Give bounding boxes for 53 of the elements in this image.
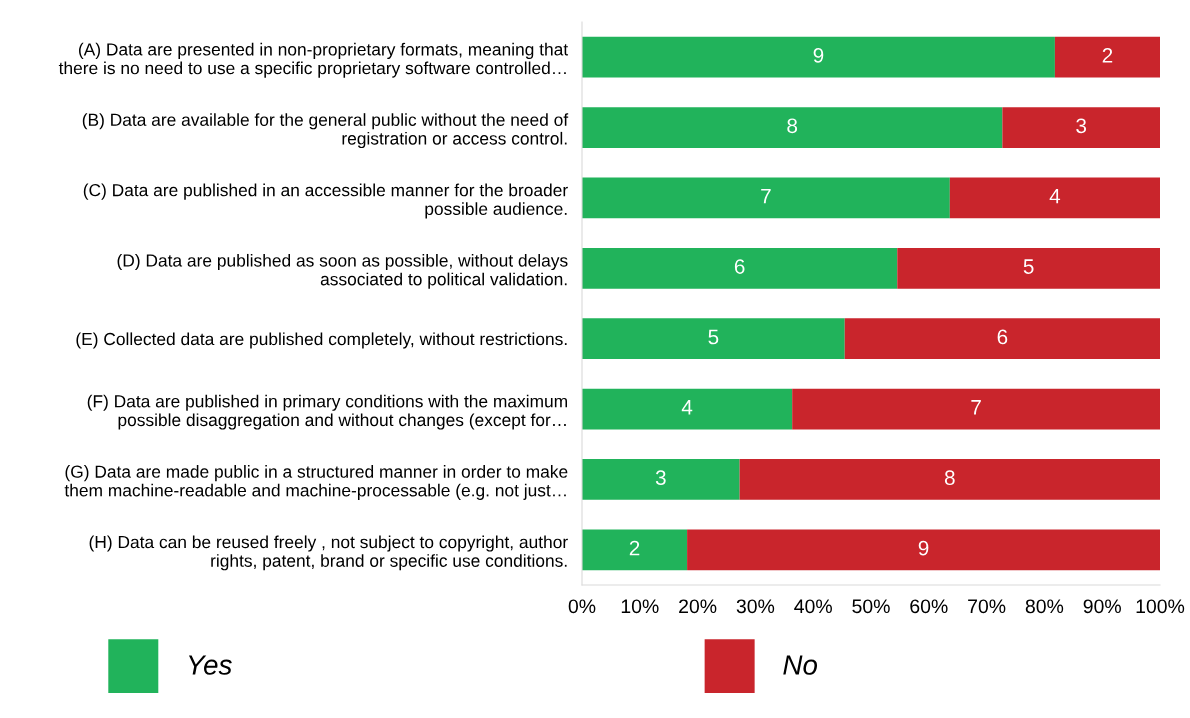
x2-tick-label: 80% xyxy=(1025,599,1064,614)
data-label: 5 xyxy=(708,329,719,345)
y-tick-label: (A) Data are presented in non-proprietary formats, meaning that there is no need to use a specific proprietary software controlled… xyxy=(58,42,569,78)
bar xyxy=(582,318,845,360)
bar xyxy=(792,388,1160,430)
bar xyxy=(1054,36,1160,78)
data-label: 2 xyxy=(1102,48,1113,63)
bar xyxy=(1002,107,1160,148)
data-label: 8 xyxy=(787,118,798,134)
data-label: 5 xyxy=(1023,259,1034,274)
bar xyxy=(582,459,740,500)
bar xyxy=(949,177,1160,219)
x2-tick-label: 90% xyxy=(1083,599,1121,614)
data-label: 3 xyxy=(655,470,666,486)
y-tick-label: (C) Data are published in an accessible manner for the broader possible audience. xyxy=(83,183,568,219)
data-label: 2 xyxy=(629,540,640,556)
x2-tick-label: 10% xyxy=(621,599,659,614)
legend-label: No xyxy=(783,655,818,675)
y-tick-label: (F) Data are published in primary conditions with the maximum possible disaggregation and without changes (except for… xyxy=(87,394,567,430)
bar xyxy=(582,388,793,430)
data-label: 4 xyxy=(681,400,693,415)
legend-label: Yes xyxy=(188,655,232,675)
x2-tick-label: 60% xyxy=(910,599,948,614)
data-label: 3 xyxy=(1076,118,1087,134)
bar xyxy=(582,36,1055,78)
bar xyxy=(582,247,898,289)
y-tick-label: (D) Data are published as soon as possible, without delays associated to political validation. xyxy=(117,253,568,289)
x2-tick-label: 40% xyxy=(794,599,832,614)
data-label: 6 xyxy=(734,259,745,274)
x2-tick-label: 30% xyxy=(736,599,775,614)
bar xyxy=(582,529,688,571)
x2-tick-label: 70% xyxy=(968,599,1006,614)
bar xyxy=(582,107,1003,148)
y-tick-label: (B) Data are available for the general public without the need of registration or access control. xyxy=(82,113,569,149)
y-tick-label: (H) Data can be reused freely , not subject to copyright, author rights, patent, brand or specific use conditions. xyxy=(89,535,568,571)
bar xyxy=(687,529,1160,571)
data-label: 6 xyxy=(997,329,1008,345)
data-label: 8 xyxy=(944,470,955,486)
y-tick-label: (G) Data are made public in a structured manner in order to make them machine-readable and machine-processable (e.g. not just… xyxy=(64,465,568,500)
bar xyxy=(582,177,950,219)
data-label: 7 xyxy=(971,400,981,415)
x2-tick-label: 100% xyxy=(1136,599,1185,614)
x2-tick-label: 0% xyxy=(568,599,596,614)
bar xyxy=(897,247,1160,289)
x2-tick-label: 20% xyxy=(679,599,717,614)
y-tick-label: (E) Collected data are published completely, without restrictions. xyxy=(76,332,567,349)
data-label: 9 xyxy=(813,48,824,63)
data-label: 9 xyxy=(918,540,929,556)
bar xyxy=(739,459,1160,500)
bar xyxy=(844,318,1160,360)
data-label: 7 xyxy=(761,188,771,204)
x2-tick-label: 50% xyxy=(852,599,890,614)
data-label: 4 xyxy=(1049,188,1061,204)
